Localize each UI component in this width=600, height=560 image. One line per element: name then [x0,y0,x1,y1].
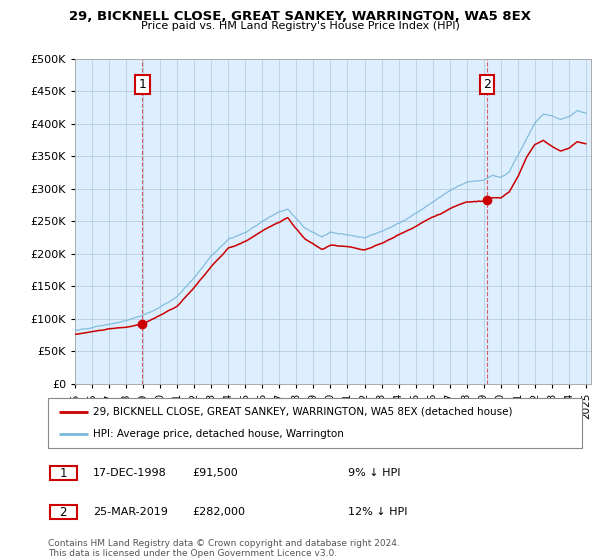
Text: 2: 2 [59,506,67,519]
Text: 29, BICKNELL CLOSE, GREAT SANKEY, WARRINGTON, WA5 8EX (detached house): 29, BICKNELL CLOSE, GREAT SANKEY, WARRIN… [94,407,513,417]
Text: £91,500: £91,500 [192,468,238,478]
Text: 2: 2 [484,78,491,91]
Text: £282,000: £282,000 [192,507,245,517]
Text: 17-DEC-1998: 17-DEC-1998 [93,468,167,478]
Text: 25-MAR-2019: 25-MAR-2019 [93,507,168,517]
Text: 12% ↓ HPI: 12% ↓ HPI [348,507,407,517]
Text: 1: 1 [139,78,146,91]
Text: 1: 1 [59,466,67,480]
Text: Price paid vs. HM Land Registry's House Price Index (HPI): Price paid vs. HM Land Registry's House … [140,21,460,31]
Text: Contains HM Land Registry data © Crown copyright and database right 2024.
This d: Contains HM Land Registry data © Crown c… [48,539,400,558]
Text: 29, BICKNELL CLOSE, GREAT SANKEY, WARRINGTON, WA5 8EX: 29, BICKNELL CLOSE, GREAT SANKEY, WARRIN… [69,10,531,23]
Text: HPI: Average price, detached house, Warrington: HPI: Average price, detached house, Warr… [94,429,344,439]
Text: 9% ↓ HPI: 9% ↓ HPI [348,468,401,478]
